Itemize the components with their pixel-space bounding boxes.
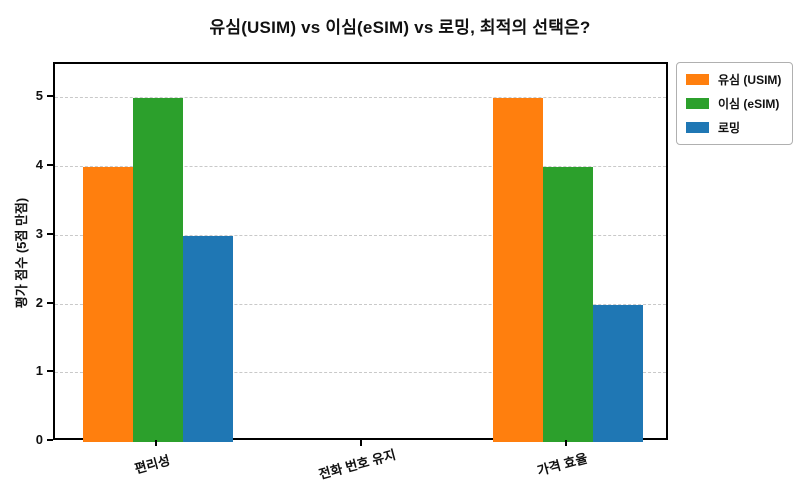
y-tick-label-5: 5	[35, 88, 43, 104]
y-tick-label-3: 3	[35, 225, 43, 241]
gridline-y2	[55, 303, 666, 305]
x-tick-mark-1	[154, 440, 157, 446]
gridline-y3	[55, 234, 666, 236]
legend-swatch-usim	[686, 74, 709, 85]
y-tick-mark-3	[47, 232, 53, 235]
legend-item-esim: 이심 (eSIM)	[686, 95, 781, 112]
x-tick-mark-2	[359, 440, 362, 446]
y-tick-label-1: 1	[35, 363, 43, 379]
x-tick-mark-3	[564, 440, 567, 446]
gridline-y1	[55, 372, 666, 374]
y-axis-label: 평가 점수 (5점 만점)	[14, 197, 29, 309]
bar-s3-c1	[182, 235, 233, 442]
gridline-y4	[55, 166, 666, 168]
y-tick-mark-2	[47, 301, 53, 304]
gridline-y5	[55, 97, 666, 99]
legend-label-usim: 유심 (USIM)	[718, 73, 782, 87]
legend-label-roaming: 로밍	[718, 121, 741, 135]
x-tick-label-2: 전화 번호 유지	[316, 447, 397, 482]
y-tick-mark-4	[47, 164, 53, 167]
legend-item-roaming: 로밍	[686, 119, 781, 136]
x-tick-label-3: 가격 효율	[534, 450, 589, 479]
chart-title: 유심(USIM) vs 이심(eSIM) vs 로밍, 최적의 선택은?	[209, 18, 591, 37]
y-tick-label-4: 4	[35, 157, 43, 173]
y-tick-mark-5	[47, 95, 53, 98]
y-tick-label-0: 0	[35, 432, 43, 447]
bar-s3-c3	[592, 304, 643, 442]
legend-swatch-esim	[686, 98, 709, 109]
legend-label-esim: 이심 (eSIM)	[718, 97, 780, 111]
plot-area	[53, 62, 668, 442]
bar-s1-c1	[82, 167, 133, 442]
bar-s1-c3	[492, 98, 543, 442]
y-tick-mark-1	[47, 370, 53, 373]
bar-s2-c3	[542, 167, 593, 442]
legend-swatch-roaming	[686, 122, 709, 133]
x-tick-label-1: 편리성	[132, 452, 172, 477]
y-tick-label-2: 2	[35, 294, 43, 310]
legend-item-usim: 유심 (USIM)	[686, 71, 781, 88]
bar-s2-c1	[132, 98, 183, 442]
legend: 유심 (USIM) 이심 (eSIM) 로밍	[676, 62, 794, 145]
y-tick-mark-0	[47, 439, 53, 441]
